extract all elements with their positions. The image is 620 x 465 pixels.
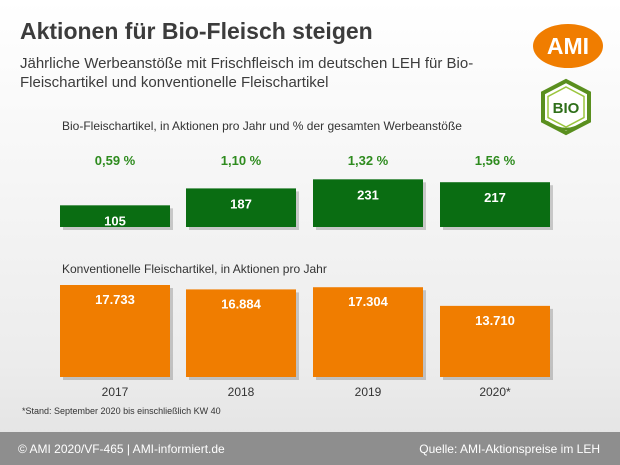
bar-chart: Bio-Fleischartikel, in Aktionen pro Jahr… [60, 119, 553, 399]
bio-seal-icon: BIO [541, 78, 591, 136]
conventional-value-label: 13.710 [475, 313, 515, 328]
conventional-bar-2018 [186, 289, 296, 377]
bio-percent-label: 1,32 % [348, 153, 389, 168]
bio-seal-text: BIO [553, 100, 580, 117]
bio-value-label: 231 [357, 187, 379, 202]
bio-bar-2018 [186, 188, 296, 227]
conventional-value-label: 17.733 [95, 292, 135, 307]
bio-percent-label: 1,10 % [221, 153, 262, 168]
x-tick-label: 2019 [355, 385, 382, 399]
bio-value-label: 105 [104, 213, 126, 228]
ami-logo: AMI [533, 24, 603, 68]
conventional-bar-2017 [60, 285, 170, 377]
bio-bar-2019 [313, 179, 423, 227]
conventional-value-label: 17.304 [348, 294, 389, 309]
bio-series-title: Bio-Fleischartikel, in Aktionen pro Jahr… [62, 119, 462, 133]
bio-value-label: 187 [230, 196, 252, 211]
x-tick-label: 2017 [102, 385, 129, 399]
footer: © AMI 2020/VF-465 | AMI-informiert.de Qu… [0, 432, 620, 465]
bio-bar-2017 [60, 205, 170, 227]
footer-copyright: © AMI 2020/VF-465 | AMI-informiert.de [18, 442, 225, 456]
x-tick-label: 2018 [228, 385, 255, 399]
bio-bar-2020* [440, 182, 550, 227]
footnote: *Stand: September 2020 bis einschließlic… [22, 406, 221, 416]
chart-title: Aktionen für Bio-Fleisch steigen [20, 18, 373, 44]
conventional-bar-2019 [313, 287, 423, 377]
conventional-bar-2020* [440, 305, 550, 377]
x-tick-label: 2020* [479, 385, 511, 399]
bio-value-label: 217 [484, 190, 506, 205]
chart-subtitle: Jährliche Werbeanstöße mit Frischfleisch… [20, 55, 474, 91]
conventional-value-label: 16.884 [221, 296, 262, 311]
bio-percent-label: 0,59 % [95, 153, 136, 168]
footer-source: Quelle: AMI-Aktionspreise im LEH [419, 442, 600, 456]
conventional-series-title: Konventionelle Fleischartikel, in Aktion… [62, 262, 327, 276]
bio-percent-label: 1,56 % [475, 153, 516, 168]
